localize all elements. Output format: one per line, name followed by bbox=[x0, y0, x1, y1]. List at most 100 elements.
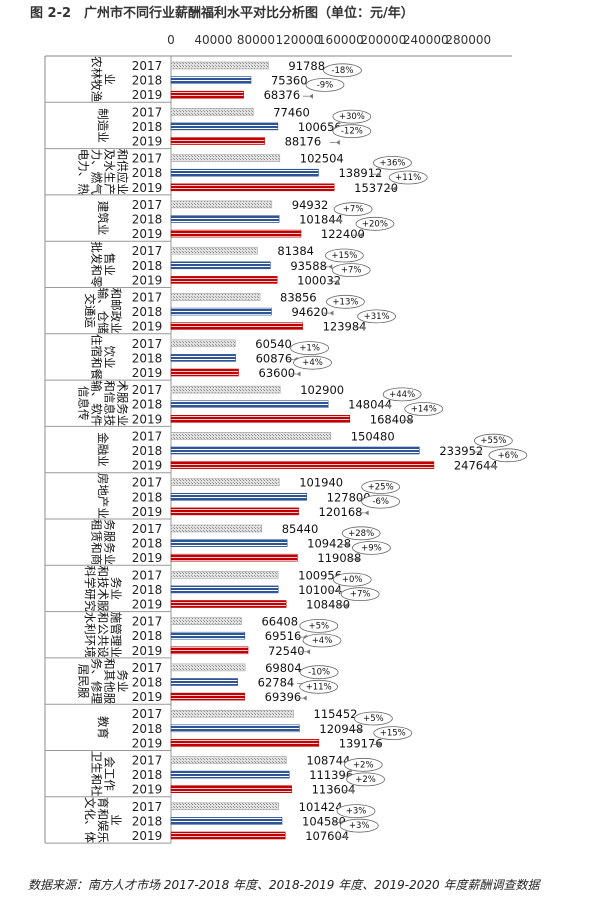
value-label: 100656 bbox=[298, 120, 342, 134]
bar-2017 bbox=[170, 154, 281, 162]
change-oval bbox=[324, 248, 364, 263]
arrow-head bbox=[392, 186, 397, 192]
change-label: +7% bbox=[343, 205, 364, 215]
year-label: 2017 bbox=[132, 429, 163, 443]
value-label: 100956 bbox=[298, 568, 342, 582]
value-label: 68376 bbox=[264, 88, 301, 102]
bar-2019 bbox=[170, 90, 244, 99]
change-label: +1% bbox=[299, 344, 320, 354]
bar-2017 bbox=[170, 756, 287, 764]
arrow-head bbox=[349, 788, 354, 794]
year-label: 2019 bbox=[132, 88, 163, 102]
x-tick-label: 0 bbox=[167, 33, 175, 47]
bar-2019 bbox=[170, 507, 299, 516]
change-oval bbox=[331, 263, 371, 278]
year-label: 2017 bbox=[132, 707, 163, 721]
value-label: 93588 bbox=[290, 259, 327, 273]
bar-2019 bbox=[170, 692, 245, 701]
year-label: 2017 bbox=[132, 59, 163, 73]
change-label: +11% bbox=[395, 173, 421, 183]
bar-2018 bbox=[170, 585, 279, 594]
category-label: 和供应业 bbox=[116, 149, 130, 195]
category-label: 电力、热 bbox=[77, 149, 91, 195]
bar-2018 bbox=[170, 122, 279, 131]
value-label: 100032 bbox=[297, 273, 341, 287]
change-oval bbox=[293, 355, 332, 370]
change-label: +11% bbox=[306, 682, 332, 692]
bar-2017 bbox=[170, 200, 273, 209]
value-label: 63600 bbox=[259, 366, 296, 380]
arrow-head bbox=[296, 371, 301, 377]
value-label: 153720 bbox=[354, 181, 398, 195]
arrow-head bbox=[477, 449, 482, 455]
year-label: 2017 bbox=[132, 198, 163, 212]
arrow-head bbox=[308, 93, 313, 99]
arrow-head bbox=[360, 325, 365, 331]
value-label: 69516 bbox=[265, 629, 302, 643]
arrow-head bbox=[336, 588, 341, 594]
category-label: 信息传 bbox=[77, 386, 91, 421]
year-label: 2019 bbox=[132, 273, 163, 287]
category-label: 教育 bbox=[96, 716, 110, 739]
bar-2018 bbox=[170, 724, 300, 733]
bar-2017 bbox=[170, 524, 262, 533]
year-label: 2018 bbox=[132, 583, 163, 597]
bar-2017 bbox=[170, 617, 242, 625]
change-label: +28% bbox=[348, 529, 374, 539]
change-label: -9% bbox=[317, 80, 334, 90]
change-oval bbox=[388, 170, 428, 185]
category-label: 力、燃气 bbox=[90, 149, 104, 195]
change-label: +5% bbox=[363, 714, 384, 724]
bar-2017 bbox=[170, 802, 279, 811]
bar-2018 bbox=[170, 261, 271, 270]
category-label: 育和娱乐 bbox=[96, 797, 110, 843]
value-label: 104580 bbox=[302, 814, 346, 828]
bar-2017 bbox=[170, 570, 279, 579]
category-label: 居民服 bbox=[77, 664, 91, 699]
value-label: 101844 bbox=[299, 213, 343, 227]
change-label: +7% bbox=[341, 266, 362, 276]
year-label: 2018 bbox=[132, 768, 163, 782]
bar-2019 bbox=[170, 785, 292, 794]
category-label: 务、修理 bbox=[90, 658, 104, 704]
category-label: 和技术服 bbox=[96, 565, 110, 611]
bar-2019 bbox=[170, 229, 302, 238]
change-label: +30% bbox=[339, 112, 365, 122]
arrow-head bbox=[302, 695, 307, 701]
bar-2018 bbox=[170, 307, 272, 316]
year-label: 2017 bbox=[132, 152, 163, 166]
year-label: 2019 bbox=[132, 227, 163, 241]
bar-2017 bbox=[170, 339, 236, 348]
value-label: 60540 bbox=[255, 337, 292, 351]
value-label: 127800 bbox=[327, 490, 371, 504]
change-oval bbox=[346, 772, 385, 787]
year-label: 2017 bbox=[132, 244, 163, 258]
bar-2019 bbox=[170, 461, 435, 469]
year-label: 2017 bbox=[132, 661, 163, 675]
change-oval bbox=[341, 526, 381, 541]
category-label: 业 bbox=[109, 814, 123, 826]
category-label: 农林牧渔 bbox=[90, 56, 104, 102]
category-label: 输、仓储 bbox=[96, 288, 110, 334]
change-oval bbox=[353, 711, 393, 726]
value-label: 108744 bbox=[306, 754, 350, 768]
year-label: 2017 bbox=[132, 383, 163, 397]
value-label: 120168 bbox=[319, 505, 363, 519]
value-label: 69804 bbox=[265, 661, 302, 675]
category-label: 租赁和商 bbox=[90, 519, 104, 565]
value-label: 91788 bbox=[288, 59, 325, 73]
year-label: 2017 bbox=[132, 568, 163, 582]
year-label: 2019 bbox=[132, 320, 163, 334]
change-oval bbox=[488, 448, 528, 463]
bar-2019 bbox=[170, 553, 298, 562]
value-label: 72540 bbox=[268, 644, 305, 658]
bar-2018 bbox=[170, 354, 236, 362]
change-label: +4% bbox=[312, 636, 333, 646]
category-label: 房地产业 bbox=[96, 473, 110, 519]
bar-2017 bbox=[170, 108, 254, 116]
arrow-head bbox=[328, 264, 333, 270]
category-label: 金融业 bbox=[96, 432, 110, 467]
change-label: +4% bbox=[302, 358, 323, 368]
year-label: 2018 bbox=[132, 722, 163, 736]
